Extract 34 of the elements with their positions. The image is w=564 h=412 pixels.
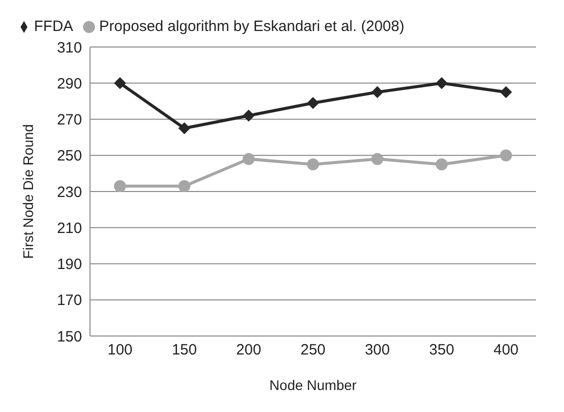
legend-label: FFDA <box>34 18 74 35</box>
point <box>114 77 126 90</box>
point <box>242 110 255 122</box>
y-tick-label: 190 <box>56 256 82 274</box>
x-tick-label: 250 <box>300 342 326 359</box>
y-tick-label: 170 <box>56 292 82 310</box>
point <box>436 158 448 170</box>
legend-label: Proposed algorithm by Eskandari et al. (2008) <box>99 18 404 35</box>
point <box>371 152 384 165</box>
x-axis-title: Node Number <box>269 377 357 393</box>
y-tick-label: 210 <box>56 220 82 237</box>
x-tick-label: 300 <box>364 342 390 359</box>
x-tick-label: 200 <box>236 342 262 359</box>
y-tick-label: 230 <box>56 184 82 201</box>
y-tick-label: 150 <box>56 328 82 346</box>
point <box>500 86 512 98</box>
point <box>178 180 190 192</box>
point <box>500 149 512 162</box>
y-tick-label: 310 <box>56 39 82 56</box>
point <box>307 158 319 170</box>
y-tick-label: 250 <box>56 148 82 165</box>
x-tick-label: 150 <box>172 342 197 359</box>
point <box>114 180 126 192</box>
x-tick-label: 350 <box>429 342 454 359</box>
point <box>307 96 319 109</box>
point <box>371 86 384 98</box>
point <box>242 152 255 165</box>
y-axis-title: First Node Die Round <box>20 124 36 259</box>
y-tick-label: 290 <box>56 75 82 92</box>
x-tick-label: 400 <box>493 342 519 359</box>
y-tick-label: 270 <box>56 112 82 129</box>
x-tick-label: 100 <box>107 342 133 359</box>
point <box>178 122 190 134</box>
point <box>436 77 448 90</box>
